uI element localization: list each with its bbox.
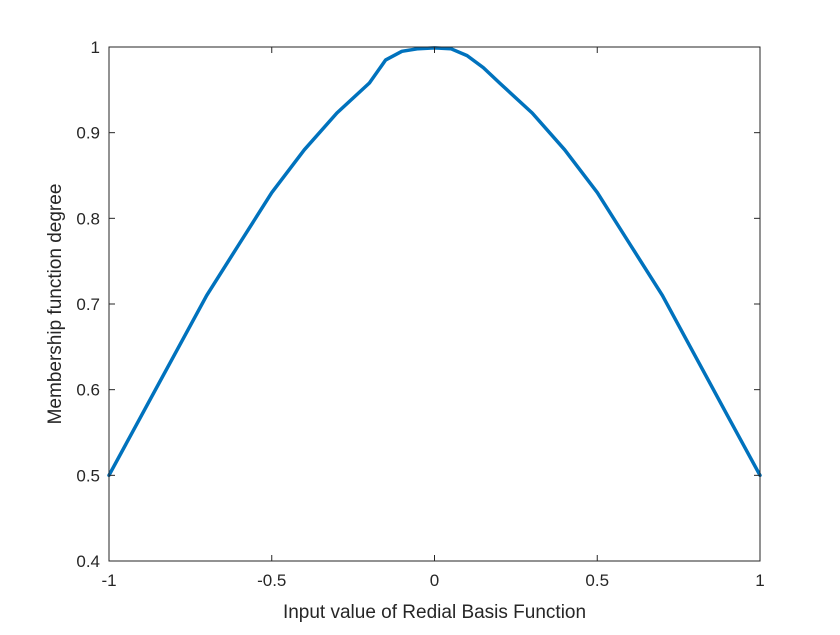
x-tick-label: 0 [430,571,439,590]
y-tick-label: 0.4 [76,552,100,571]
tick-layer: -1 -0.5 0 0.5 1 0.4 0.5 0.6 0.7 0.8 0.9 1 [76,38,764,590]
y-axis-label: Membership function degree [45,184,66,425]
y-tick-label: 0.5 [76,466,100,485]
x-axis-label: Input value of Redial Basis Function [283,602,586,623]
axes-background [109,47,760,561]
y-tick-label: 0.8 [76,209,100,228]
x-tick-label: 0.5 [585,571,609,590]
y-tick-label: 0.9 [76,124,100,143]
y-tick-label: 0.7 [76,295,100,314]
y-tick-label: 0.6 [76,381,100,400]
x-tick-label: -0.5 [257,571,286,590]
x-tick-label: -1 [101,571,116,590]
axes-box [108,46,761,562]
x-tick-label: 1 [755,571,764,590]
y-tick-label: 1 [91,38,100,57]
